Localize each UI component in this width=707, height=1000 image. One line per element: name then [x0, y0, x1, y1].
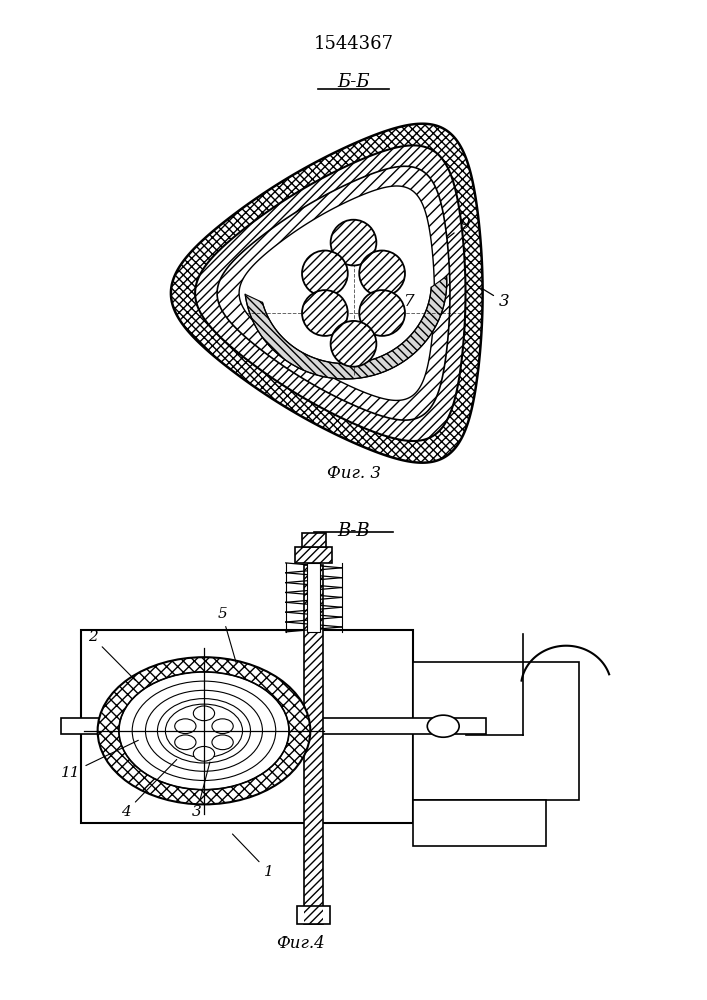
Text: Фиг. 3: Фиг. 3 [327, 465, 380, 482]
Polygon shape [195, 145, 465, 441]
Text: 4: 4 [121, 759, 177, 819]
Text: Б-Б: Б-Б [337, 73, 370, 91]
Circle shape [212, 719, 233, 734]
Bar [296, 547, 332, 563]
Bar [304, 565, 323, 924]
Polygon shape [245, 276, 447, 379]
Circle shape [193, 706, 215, 721]
Bar [302, 533, 326, 547]
Bar [302, 533, 326, 547]
Text: 5: 5 [217, 607, 236, 664]
Polygon shape [239, 186, 434, 400]
Bar [414, 662, 580, 800]
Text: 1: 1 [233, 834, 274, 879]
Bar [414, 800, 547, 846]
Circle shape [193, 746, 215, 761]
Text: Фиг.4: Фиг.4 [276, 935, 325, 952]
Circle shape [212, 735, 233, 750]
Text: 1544367: 1544367 [313, 35, 394, 53]
Bar [307, 563, 320, 632]
Circle shape [359, 290, 405, 336]
Circle shape [165, 704, 243, 757]
Text: 2: 2 [358, 199, 397, 234]
Text: 3: 3 [192, 762, 210, 819]
Text: 7: 7 [404, 294, 415, 310]
Bar [81, 630, 414, 823]
Bar [304, 565, 323, 924]
Circle shape [331, 220, 376, 265]
Text: 3: 3 [481, 288, 509, 310]
Bar [297, 906, 330, 924]
Circle shape [175, 719, 196, 734]
Polygon shape [217, 166, 450, 420]
Text: В-В: В-В [337, 522, 370, 540]
Circle shape [427, 715, 459, 737]
Circle shape [302, 251, 348, 296]
Text: 9: 9 [433, 216, 469, 250]
Text: 11: 11 [61, 740, 139, 780]
Bar [61, 718, 486, 734]
Bar [296, 547, 332, 563]
Circle shape [119, 672, 289, 790]
Circle shape [302, 290, 348, 336]
Text: 2: 2 [88, 630, 136, 681]
Circle shape [331, 321, 376, 367]
Circle shape [98, 657, 310, 804]
Circle shape [175, 735, 196, 750]
Polygon shape [171, 124, 483, 463]
Circle shape [359, 251, 405, 296]
